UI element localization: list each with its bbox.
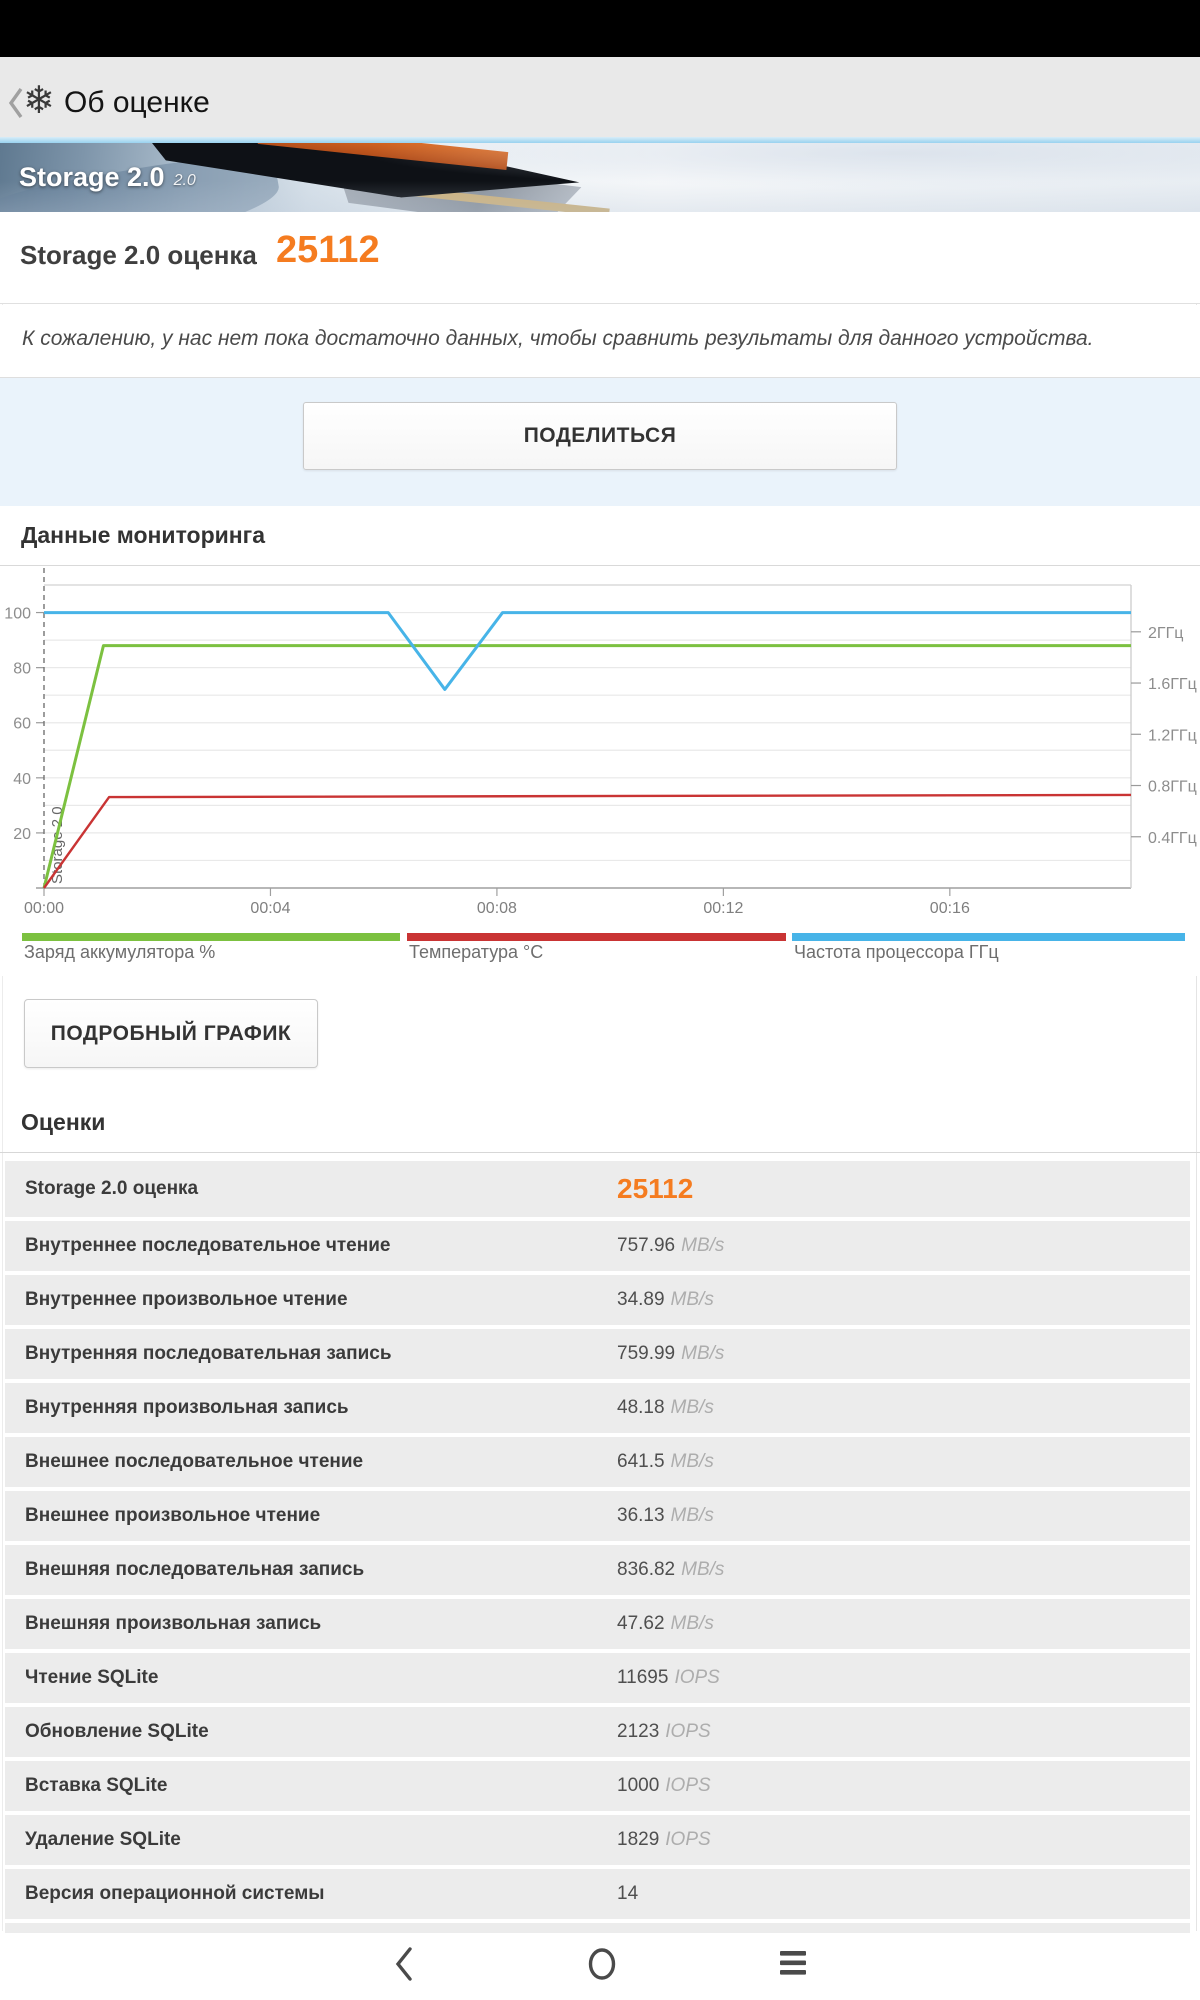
row-value: 34.89 MB/s — [617, 1289, 714, 1310]
svg-text:40: 40 — [13, 771, 31, 788]
row-label: Внешняя последовательная запись — [25, 1559, 365, 1580]
row-value: 836.82 MB/s — [617, 1559, 725, 1580]
scores-section-header: Оценки — [0, 1068, 1200, 1153]
monitoring-section-header: Данные мониторинга — [0, 506, 1200, 566]
table-row: Вставка SQLite 1000 IOPS — [5, 1761, 1190, 1811]
table-row: Внутреннее произвольное чтение 34.89 MB/s — [5, 1275, 1190, 1325]
svg-text:0.8ГГц: 0.8ГГц — [1148, 779, 1197, 796]
row-value: 757.96 MB/s — [617, 1235, 725, 1256]
table-row: Внутренняя последовательная запись 759.9… — [5, 1329, 1190, 1379]
table-row: Внешнее последовательное чтение 641.5 MB/… — [5, 1437, 1190, 1487]
row-label: Обновление SQLite — [25, 1721, 209, 1742]
svg-text:20: 20 — [13, 826, 31, 843]
nav-home-icon[interactable] — [587, 1946, 617, 1982]
row-value: 11695 IOPS — [617, 1667, 720, 1688]
row-value: 48.18 MB/s — [617, 1397, 714, 1418]
svg-text:80: 80 — [13, 661, 31, 678]
banner-title: Storage 2.0 — [19, 162, 165, 192]
banner-orange-shape — [257, 143, 509, 171]
svg-text:00:12: 00:12 — [703, 900, 743, 917]
detailed-graph-button[interactable]: ПОДРОБНЫЙ ГРАФИК — [24, 999, 318, 1068]
table-row: Обновление SQLite 2123 IOPS — [5, 1707, 1190, 1757]
row-label: Чтение SQLite — [25, 1667, 159, 1688]
row-label: Вставка SQLite — [25, 1775, 168, 1796]
svg-text:60: 60 — [13, 716, 31, 733]
score-value: 25112 — [276, 229, 380, 271]
banner-caption: Storage 2.0 2.0 — [19, 143, 196, 212]
score-summary-section — [0, 212, 1200, 304]
snowflake-icon: ❄ — [23, 80, 55, 122]
row-value: 36.13 MB/s — [617, 1505, 714, 1526]
navigation-bar — [0, 1933, 1200, 2000]
message-section — [0, 305, 1200, 378]
table-row: Удаление SQLite 1829 IOPS — [5, 1815, 1190, 1865]
row-label: Внутренняя последовательная запись — [25, 1343, 392, 1364]
banner-blade-shape — [328, 156, 582, 212]
svg-text:0.4ГГц: 0.4ГГц — [1148, 830, 1197, 847]
table-row: Чтение SQLite 11695 IOPS — [5, 1653, 1190, 1703]
row-label: Storage 2.0 оценка — [25, 1178, 199, 1199]
row-label: Удаление SQLite — [25, 1829, 181, 1850]
app-header — [0, 57, 1200, 137]
svg-text:Частота процессора ГГц: Частота процессора ГГц — [794, 942, 999, 962]
svg-text:00:08: 00:08 — [477, 900, 517, 917]
row-value: 2123 IOPS — [617, 1721, 711, 1742]
table-row: Внутреннее последовательное чтение 757.9… — [5, 1221, 1190, 1271]
page-title: Об оценке — [64, 86, 210, 119]
share-button[interactable]: ПОДЕЛИТЬСЯ — [303, 402, 897, 470]
back-chevron-icon[interactable] — [7, 86, 25, 120]
svg-text:Заряд аккумулятора %: Заряд аккумулятора % — [24, 942, 215, 962]
row-value: 641.5 MB/s — [617, 1451, 714, 1472]
svg-text:Температура °C: Температура °C — [409, 942, 543, 962]
table-row: Внешняя произвольная запись 47.62 MB/s — [5, 1599, 1190, 1649]
monitoring-chart-svg: 20 40 60 80 100 0.4ГГц 0.8ГГц 1.2ГГц 1.6ГГц 2ГГц 0… — [4, 568, 1197, 962]
row-value: 1829 IOPS — [617, 1829, 711, 1850]
row-value: 47.62 MB/s — [617, 1613, 714, 1634]
row-label: Внешнее последовательное чтение — [25, 1451, 364, 1472]
row-label: Внутреннее произвольное чтение — [25, 1289, 348, 1310]
svg-text:00:16: 00:16 — [930, 900, 970, 917]
row-value: 759.99 MB/s — [617, 1343, 725, 1364]
svg-text:1.2ГГц: 1.2ГГц — [1148, 727, 1197, 744]
banner-version-tag: 2.0 — [173, 171, 196, 189]
svg-text:00:00: 00:00 — [24, 900, 64, 917]
banner-edge-shape — [350, 181, 610, 212]
table-row-partial — [5, 1923, 1190, 1933]
monitoring-chart: 20 40 60 80 100 0.4ГГц 0.8ГГц 1.2ГГц 1.6ГГц 2ГГц 0… — [0, 566, 1200, 976]
table-row: Внешнее произвольное чтение 36.13 MB/s — [5, 1491, 1190, 1541]
monitoring-title: Данные мониторинга — [21, 522, 266, 548]
table-row: Версия операционной системы 14 — [5, 1869, 1190, 1919]
nav-back-icon[interactable] — [393, 1946, 417, 1982]
nav-recents-icon[interactable] — [779, 1951, 807, 1977]
row-label: Внешнее произвольное чтение — [25, 1505, 321, 1526]
scores-title: Оценки — [21, 1109, 106, 1135]
table-row: Storage 2.0 оценка 25112 — [5, 1161, 1190, 1217]
row-value: 14 — [617, 1883, 639, 1904]
svg-text:00:04: 00:04 — [250, 900, 290, 917]
scores-table: Storage 2.0 оценка 25112 Внутреннее посл… — [5, 1161, 1190, 1933]
score-label: Storage 2.0 оценка — [20, 240, 257, 270]
row-value: 1000 IOPS — [617, 1775, 711, 1796]
banner-image: Storage 2.0 2.0 — [0, 143, 1200, 212]
banner-top-strip — [0, 137, 1200, 143]
row-label: Внутренняя произвольная запись — [25, 1397, 349, 1418]
svg-text:100: 100 — [4, 606, 31, 623]
no-comparison-message: К сожалению, у нас нет пока достаточно д… — [22, 327, 1094, 350]
svg-text:Storage 2.0: Storage 2.0 — [49, 806, 66, 884]
svg-text:2ГГц: 2ГГц — [1148, 625, 1183, 642]
benchmark-banner: Storage 2.0 2.0 — [0, 137, 1200, 212]
banner-slab-shape — [138, 143, 581, 212]
svg-text:1.6ГГц: 1.6ГГц — [1148, 676, 1197, 693]
status-bar — [0, 0, 1200, 57]
row-value: 25112 — [617, 1173, 694, 1204]
table-row: Внутренняя произвольная запись 48.18 MB/s — [5, 1383, 1190, 1433]
row-label: Внутреннее последовательное чтение — [25, 1235, 391, 1256]
row-label: Версия операционной системы — [25, 1883, 325, 1904]
row-label: Внешняя произвольная запись — [25, 1613, 322, 1634]
table-row: Внешняя последовательная запись 836.82 MB… — [5, 1545, 1190, 1595]
